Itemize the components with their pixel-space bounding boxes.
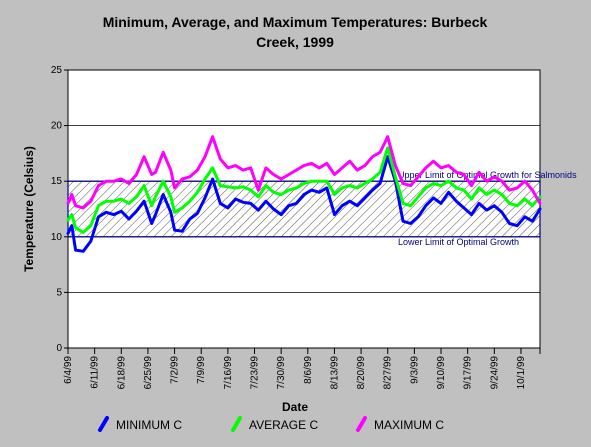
series-line-average: [66, 146, 542, 234]
x-tick-label: 9/3/99: [409, 356, 420, 384]
x-tick-label: 8/6/99: [303, 356, 314, 384]
legend-label: MINIMUM C: [116, 418, 182, 432]
x-tick-label: 9/17/99: [463, 356, 474, 390]
chart-title-line2: Creek, 1999: [256, 34, 334, 50]
y-axis-title: Temperature (Celsius): [22, 146, 36, 272]
x-axis-title: Date: [282, 400, 308, 414]
x-tick-label: 6/18/99: [116, 356, 127, 390]
legend-swatch: [231, 416, 242, 432]
x-tick-label: 6/25/99: [143, 356, 154, 390]
y-tick-label: 5: [56, 287, 62, 298]
legend-swatch: [356, 416, 367, 432]
upper-limit-annotation: Upper Limit of Optimal Growth for Salmon…: [398, 170, 577, 180]
x-tick-label: 9/10/99: [436, 356, 447, 390]
x-tick-label: 9/24/99: [489, 356, 500, 390]
legend-label: MAXIMUM C: [374, 418, 444, 432]
x-tick-label: 8/27/99: [383, 356, 394, 390]
series-layer: [66, 135, 542, 253]
y-tick-label: 25: [51, 65, 63, 76]
lower-limit-annotation: Lower Limit of Optimal Growth: [398, 237, 519, 247]
legend-swatch: [98, 416, 109, 432]
legend: MINIMUM C AVERAGE C MAXIMUM C: [98, 416, 444, 432]
legend-label: AVERAGE C: [249, 418, 318, 432]
chart-title-line1: Minimum, Average, and Maximum Temperatur…: [103, 14, 488, 30]
x-tick-label: 7/2/99: [170, 356, 181, 384]
x-tick-label: 7/16/99: [223, 356, 234, 390]
x-tick-label: 7/9/99: [196, 356, 207, 384]
x-tick-label: 6/4/99: [63, 356, 74, 384]
y-tick-label: 15: [51, 176, 63, 187]
x-tick-label: 8/20/99: [356, 356, 367, 390]
x-tick-label: 6/11/99: [90, 356, 101, 389]
x-tick-label: 7/23/99: [250, 356, 261, 390]
x-axis-ticks: 6/4/99 6/11/99 6/18/99 6/25/99 7/2/99 7/9/99 7…: [63, 348, 541, 390]
series-line-maximum: [66, 135, 542, 210]
y-tick-label: 20: [51, 121, 63, 132]
x-tick-label: 10/1/99: [516, 356, 527, 390]
series-line-minimum: [66, 155, 542, 253]
y-axis-ticks: 0 5 10 15 20 25: [51, 65, 68, 354]
x-tick-label: 8/13/99: [329, 356, 340, 390]
x-tick-label: 7/30/99: [276, 356, 287, 390]
y-tick-label: 0: [56, 343, 62, 354]
y-tick-label: 10: [51, 232, 63, 243]
